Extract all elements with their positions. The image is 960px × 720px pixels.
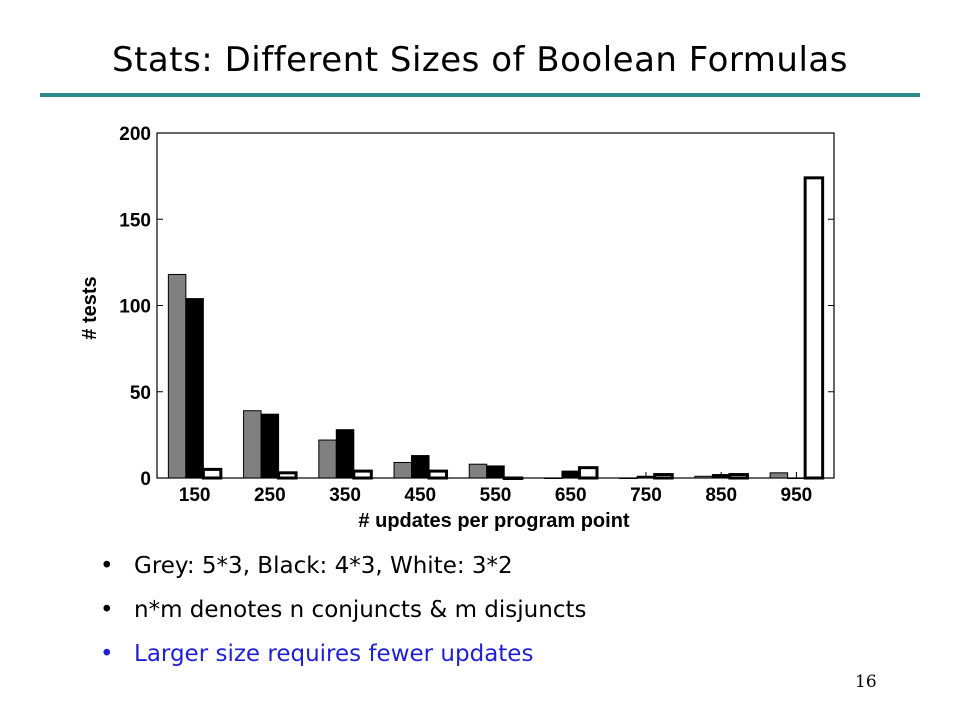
bullet-dot: •	[100, 597, 114, 623]
x-tick-label: 450	[404, 485, 436, 506]
bullet-text: Grey: 5*3, Black: 4*3, White: 3*2	[134, 553, 513, 579]
bar-series-1-750	[619, 477, 638, 479]
bar-series-3-750	[653, 473, 674, 480]
bar-series-1-850	[694, 475, 713, 479]
x-tick-label: 250	[254, 485, 286, 506]
bar-series-2-350	[335, 429, 355, 479]
x-tick-label: 650	[555, 485, 587, 506]
bullet-text: n*m denotes n conjuncts & m disjuncts	[134, 597, 587, 623]
bar-series-3-650	[577, 466, 599, 480]
bar-series-2-150	[185, 298, 204, 479]
y-axis-label: # tests	[79, 276, 101, 339]
bar-series-3-450	[427, 469, 449, 480]
bar-series-1-150	[167, 273, 187, 479]
page-number: 16	[855, 672, 877, 692]
bar-series-2-250	[260, 413, 280, 479]
y-tick-label: 50	[130, 383, 151, 404]
bar-series-3-350	[352, 469, 373, 480]
bar-series-1-650	[543, 477, 563, 479]
x-tick-label: 850	[705, 485, 737, 506]
y-tick-label: 150	[119, 210, 151, 231]
bar-series-1-350	[318, 439, 337, 479]
bullet-list: • Grey: 5*3, Black: 4*3, White: 3*2 • n*m …	[100, 552, 586, 684]
bar-series-3-150	[201, 467, 223, 480]
bar-series-1-550	[468, 463, 488, 479]
bullet-dot: •	[100, 553, 114, 579]
bar-series-2-950	[787, 477, 806, 479]
slide-title: Stats: Different Sizes of Boolean Formul…	[112, 40, 848, 80]
bullet-text: Larger size requires fewer updates	[134, 641, 534, 667]
x-axis-label: # updates per program point	[358, 510, 629, 532]
bullet-item-conclusion: • Larger size requires fewer updates	[100, 640, 586, 668]
bar-series-1-450	[393, 461, 413, 479]
x-tick-label: 150	[179, 485, 211, 506]
x-tick-label: 950	[781, 485, 813, 506]
bar-series-3-250	[277, 471, 298, 480]
bullet-item-legend: • Grey: 5*3, Black: 4*3, White: 3*2	[100, 552, 586, 580]
bar-series-3-950	[803, 176, 825, 480]
bar-series-1-950	[769, 472, 789, 479]
title-rule	[40, 93, 920, 97]
y-tick-label: 0	[140, 469, 151, 490]
x-tick-label: 750	[630, 485, 662, 506]
y-tick-label: 100	[119, 297, 151, 318]
x-tick-label: 550	[480, 485, 512, 506]
bar-series-3-550	[502, 476, 524, 480]
bar-series-1-250	[243, 410, 262, 479]
x-tick-label: 350	[329, 485, 361, 506]
bullet-dot: •	[100, 641, 114, 667]
bar-series-3-850	[728, 473, 749, 480]
y-tick-label: 200	[119, 124, 151, 145]
bullet-item-notation: • n*m denotes n conjuncts & m disjuncts	[100, 596, 586, 624]
